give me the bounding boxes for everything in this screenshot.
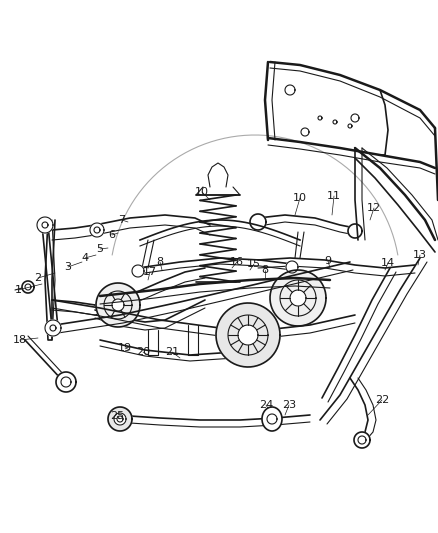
- Text: 20: 20: [136, 347, 150, 357]
- Text: 7: 7: [118, 215, 126, 225]
- Text: 10: 10: [293, 193, 307, 203]
- Polygon shape: [286, 261, 298, 273]
- Text: 21: 21: [165, 347, 179, 357]
- Polygon shape: [22, 281, 34, 293]
- Text: 8: 8: [156, 257, 163, 267]
- Text: 13: 13: [413, 250, 427, 260]
- Polygon shape: [216, 303, 280, 367]
- Polygon shape: [112, 299, 124, 311]
- Polygon shape: [290, 290, 306, 306]
- Text: 15: 15: [247, 259, 261, 269]
- Polygon shape: [56, 372, 76, 392]
- Text: 14: 14: [381, 258, 395, 268]
- Text: 17: 17: [143, 267, 157, 277]
- Text: 5: 5: [96, 244, 103, 254]
- Text: 25: 25: [110, 411, 124, 421]
- Text: 8: 8: [261, 265, 268, 275]
- Text: 22: 22: [375, 395, 389, 405]
- Polygon shape: [90, 223, 104, 237]
- Text: 19: 19: [118, 343, 132, 353]
- Polygon shape: [108, 407, 132, 431]
- Text: 9: 9: [325, 256, 332, 266]
- Polygon shape: [45, 320, 61, 336]
- Polygon shape: [348, 224, 362, 238]
- Text: 16: 16: [230, 257, 244, 267]
- Polygon shape: [270, 270, 326, 326]
- Ellipse shape: [262, 407, 282, 431]
- Text: 3: 3: [64, 262, 71, 272]
- Polygon shape: [37, 217, 53, 233]
- Text: 18: 18: [13, 335, 27, 345]
- Polygon shape: [114, 413, 126, 425]
- Polygon shape: [96, 283, 140, 327]
- Text: 24: 24: [259, 400, 273, 410]
- Text: 23: 23: [282, 400, 296, 410]
- Text: 10: 10: [195, 187, 209, 197]
- Polygon shape: [354, 432, 370, 448]
- Text: 11: 11: [327, 191, 341, 201]
- Polygon shape: [238, 325, 258, 345]
- Polygon shape: [250, 214, 266, 230]
- Polygon shape: [132, 265, 144, 277]
- Text: 2: 2: [35, 273, 42, 283]
- Text: 6: 6: [109, 230, 116, 240]
- Text: 1: 1: [14, 285, 21, 295]
- Text: 12: 12: [367, 203, 381, 213]
- Text: 4: 4: [81, 253, 88, 263]
